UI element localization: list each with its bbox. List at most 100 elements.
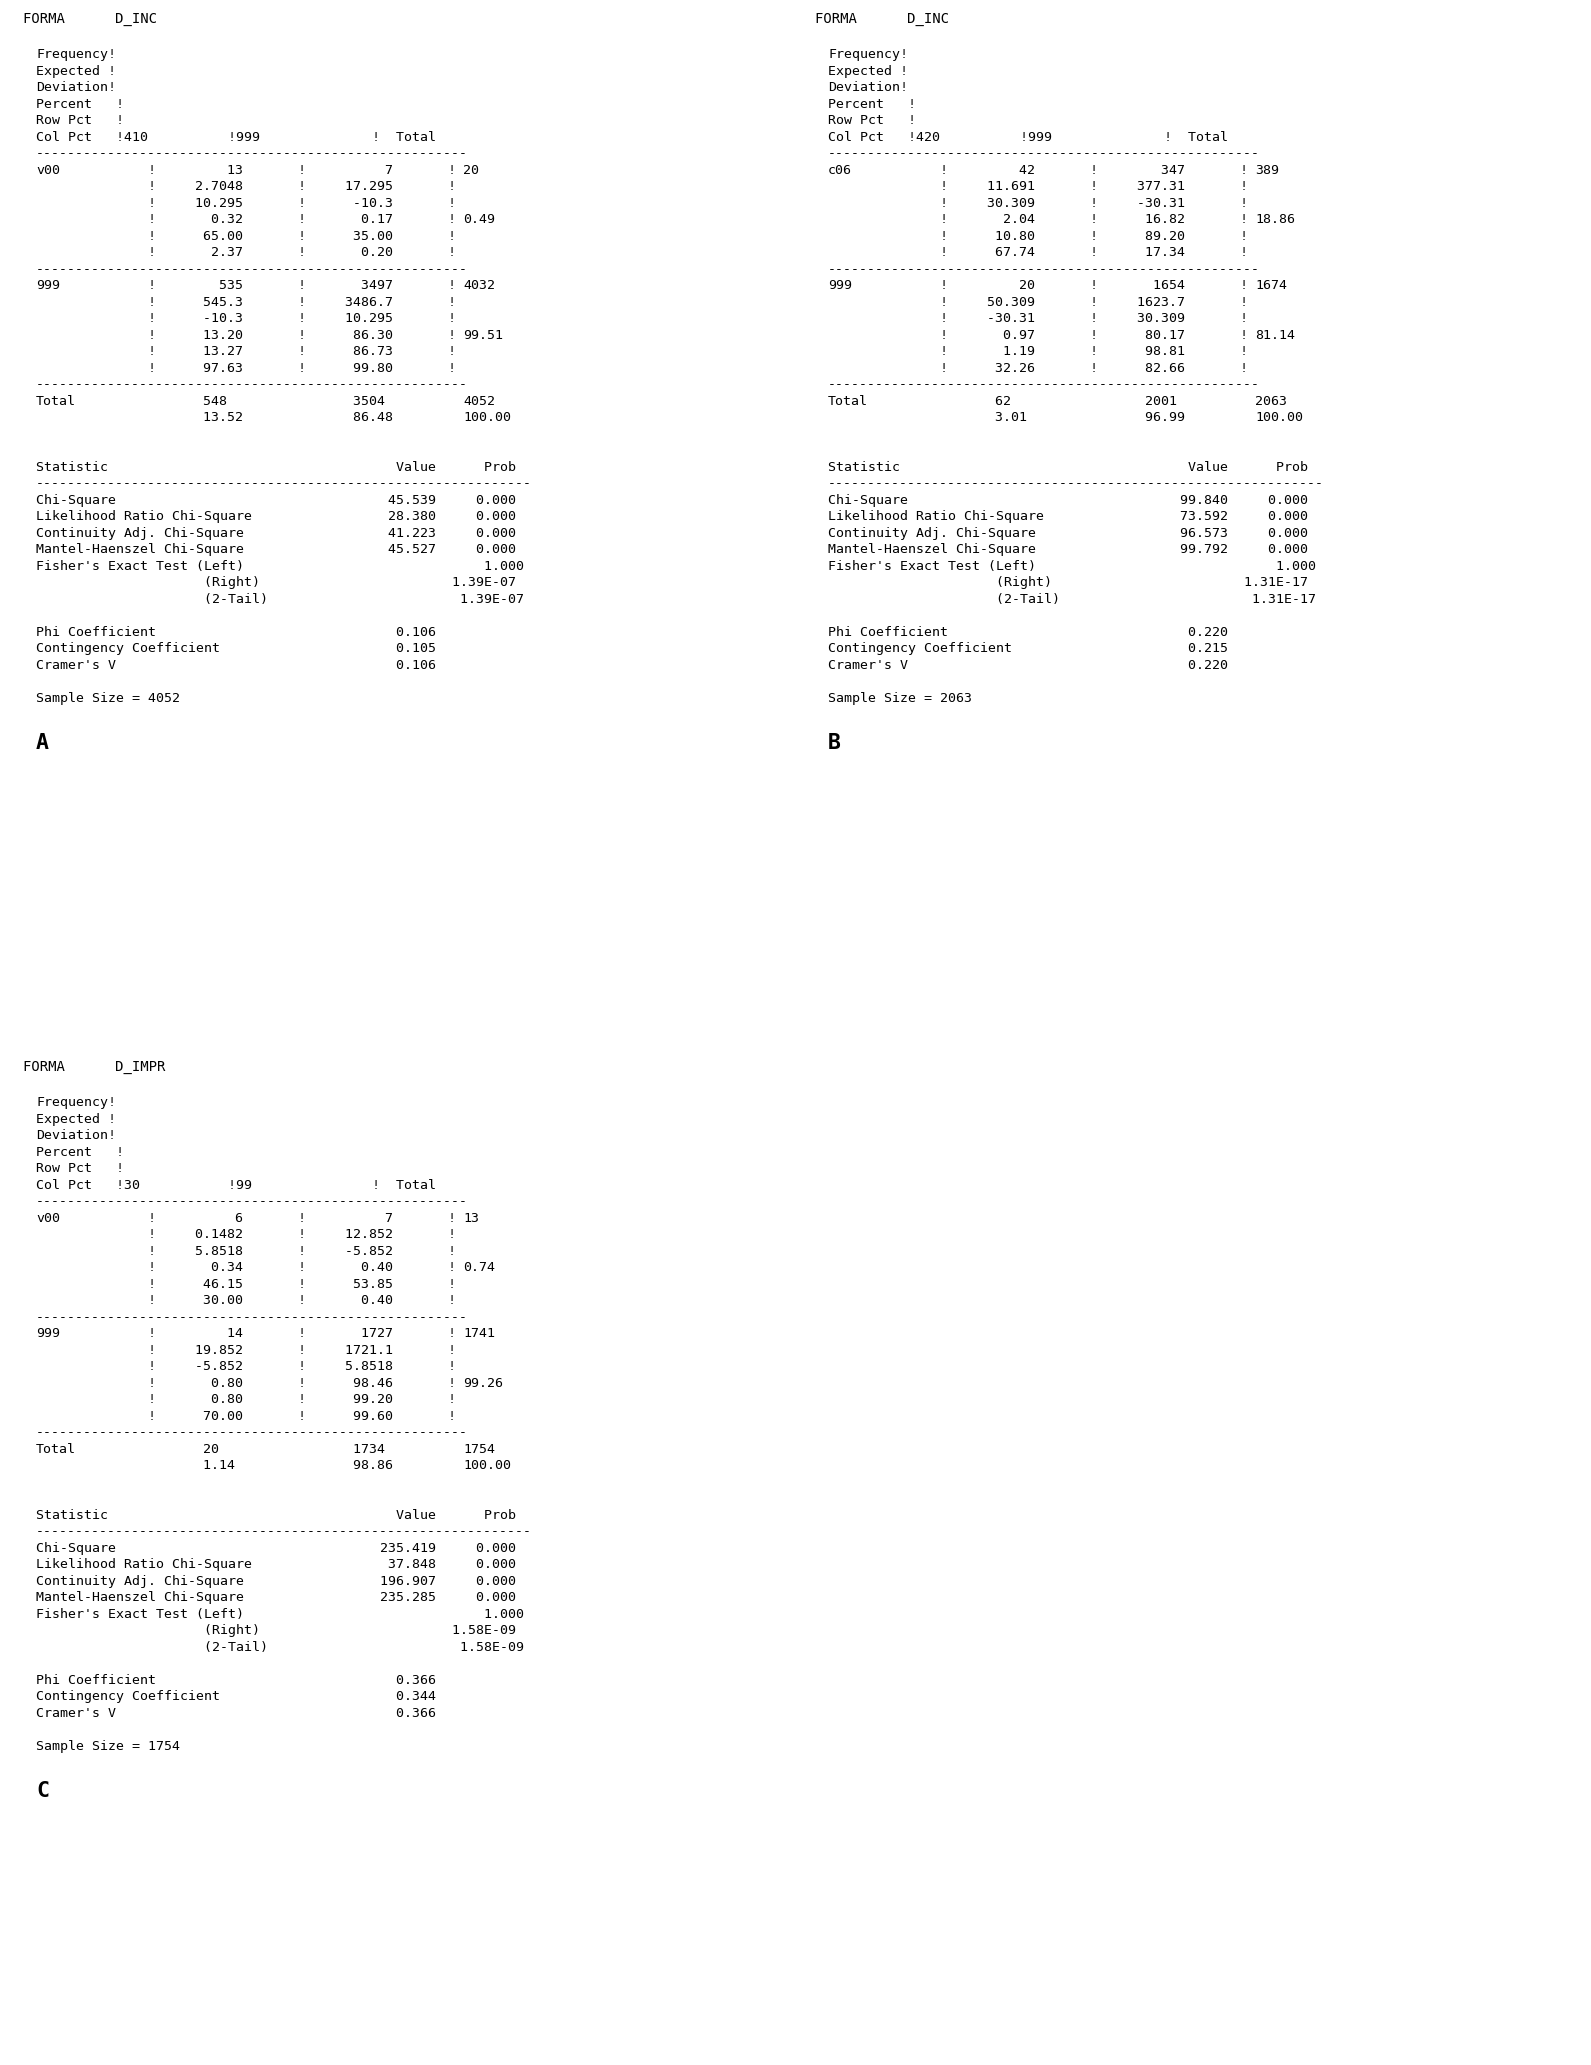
Text: 100.00: 100.00 xyxy=(1255,411,1303,423)
Text: !: ! xyxy=(449,1344,457,1357)
Text: ------------------------------------------------------: ----------------------------------------… xyxy=(827,147,1260,161)
Text: !: ! xyxy=(298,246,305,260)
Text: ------------------------------------------------------: ----------------------------------------… xyxy=(37,1427,468,1439)
Text: 30.00: 30.00 xyxy=(162,1295,243,1307)
Text: ------------------------------------------------------: ----------------------------------------… xyxy=(827,262,1260,277)
Text: !: ! xyxy=(940,229,948,244)
Text: Fisher's Exact Test (Left)                              1.000: Fisher's Exact Test (Left) 1.000 xyxy=(37,560,523,572)
Text: 46.15: 46.15 xyxy=(162,1278,243,1291)
Text: ------------------------------------------------------: ----------------------------------------… xyxy=(37,262,468,277)
Text: !: ! xyxy=(298,229,305,244)
Text: Row Pct   !: Row Pct ! xyxy=(827,114,916,128)
Text: !: ! xyxy=(298,312,305,326)
Text: !: ! xyxy=(1239,328,1247,343)
Text: !: ! xyxy=(298,1278,305,1291)
Text: !: ! xyxy=(1239,246,1247,260)
Text: !: ! xyxy=(148,312,156,326)
Text: 2.7048: 2.7048 xyxy=(162,180,243,194)
Text: !: ! xyxy=(1239,312,1247,326)
Text: Total: Total xyxy=(37,1443,76,1456)
Text: Chi-Square                                  99.840     0.000: Chi-Square 99.840 0.000 xyxy=(827,494,1308,506)
Text: 0.1482: 0.1482 xyxy=(162,1229,243,1241)
Text: !: ! xyxy=(298,196,305,211)
Text: !: ! xyxy=(940,361,948,376)
Text: 0.32: 0.32 xyxy=(162,213,243,227)
Text: !: ! xyxy=(148,1245,156,1258)
Text: Percent   !: Percent ! xyxy=(37,97,124,112)
Text: !: ! xyxy=(1239,180,1247,194)
Text: !: ! xyxy=(449,1377,457,1390)
Text: 13.52: 13.52 xyxy=(162,411,243,423)
Text: Likelihood Ratio Chi-Square                 73.592     0.000: Likelihood Ratio Chi-Square 73.592 0.000 xyxy=(827,510,1308,522)
Text: 89.20: 89.20 xyxy=(1106,229,1185,244)
Text: !: ! xyxy=(940,312,948,326)
Text: !: ! xyxy=(148,1278,156,1291)
Text: !: ! xyxy=(940,328,948,343)
Text: ------------------------------------------------------: ----------------------------------------… xyxy=(37,147,468,161)
Text: 999: 999 xyxy=(827,279,853,293)
Text: Fisher's Exact Test (Left)                              1.000: Fisher's Exact Test (Left) 1.000 xyxy=(37,1609,523,1621)
Text: !: ! xyxy=(449,180,457,194)
Text: !: ! xyxy=(298,1245,305,1258)
Text: 3486.7: 3486.7 xyxy=(313,295,393,310)
Text: !: ! xyxy=(1090,229,1098,244)
Text: 99.26: 99.26 xyxy=(463,1377,503,1390)
Text: 86.73: 86.73 xyxy=(313,345,393,359)
Text: !: ! xyxy=(298,1229,305,1241)
Text: B: B xyxy=(827,733,842,754)
Text: !: ! xyxy=(940,295,948,310)
Text: 80.17: 80.17 xyxy=(1106,328,1185,343)
Text: 1721.1: 1721.1 xyxy=(313,1344,393,1357)
Text: 20: 20 xyxy=(955,279,1036,293)
Text: Cramer's V                                   0.366: Cramer's V 0.366 xyxy=(37,1708,436,1720)
Text: 18.86: 18.86 xyxy=(1255,213,1295,227)
Text: 1734: 1734 xyxy=(313,1443,385,1456)
Text: !: ! xyxy=(148,1328,156,1340)
Text: !: ! xyxy=(148,246,156,260)
Text: !: ! xyxy=(298,213,305,227)
Text: 81.14: 81.14 xyxy=(1255,328,1295,343)
Text: Mantel-Haenszel Chi-Square                  45.527     0.000: Mantel-Haenszel Chi-Square 45.527 0.000 xyxy=(37,543,515,555)
Text: !: ! xyxy=(940,196,948,211)
Text: Expected !: Expected ! xyxy=(827,64,908,78)
Text: (2-Tail)                        1.58E-09: (2-Tail) 1.58E-09 xyxy=(37,1642,523,1654)
Text: 35.00: 35.00 xyxy=(313,229,393,244)
Text: (Right)                        1.39E-07: (Right) 1.39E-07 xyxy=(37,576,515,589)
Text: Frequency!: Frequency! xyxy=(37,47,116,62)
Text: Col Pct   !30           !99               !  Total: Col Pct !30 !99 ! Total xyxy=(37,1179,436,1192)
Text: !: ! xyxy=(298,1212,305,1225)
Text: Deviation!: Deviation! xyxy=(37,81,116,95)
Text: Continuity Adj. Chi-Square                  41.223     0.000: Continuity Adj. Chi-Square 41.223 0.000 xyxy=(37,527,515,539)
Text: 98.81: 98.81 xyxy=(1106,345,1185,359)
Text: !: ! xyxy=(449,1410,457,1423)
Text: 2.04: 2.04 xyxy=(955,213,1036,227)
Text: Frequency!: Frequency! xyxy=(37,1097,116,1109)
Text: Mantel-Haenszel Chi-Square                 235.285     0.000: Mantel-Haenszel Chi-Square 235.285 0.000 xyxy=(37,1592,515,1605)
Text: ------------------------------------------------------: ----------------------------------------… xyxy=(37,1196,468,1208)
Text: 3.01: 3.01 xyxy=(955,411,1028,423)
Text: 4032: 4032 xyxy=(463,279,495,293)
Text: !: ! xyxy=(1090,295,1098,310)
Text: !: ! xyxy=(1090,361,1098,376)
Text: 0.74: 0.74 xyxy=(463,1262,495,1274)
Text: ------------------------------------------------------: ----------------------------------------… xyxy=(37,1311,468,1324)
Text: 548: 548 xyxy=(162,394,228,407)
Text: !: ! xyxy=(298,328,305,343)
Text: !: ! xyxy=(1090,312,1098,326)
Text: Deviation!: Deviation! xyxy=(827,81,908,95)
Text: 2.37: 2.37 xyxy=(162,246,243,260)
Text: 0.40: 0.40 xyxy=(313,1262,393,1274)
Text: !: ! xyxy=(298,295,305,310)
Text: !: ! xyxy=(148,1410,156,1423)
Text: !: ! xyxy=(298,345,305,359)
Text: 999: 999 xyxy=(37,1328,60,1340)
Text: !: ! xyxy=(1239,295,1247,310)
Text: --------------------------------------------------------------: ----------------------------------------… xyxy=(827,477,1324,489)
Text: Col Pct   !420          !999              !  Total: Col Pct !420 !999 ! Total xyxy=(827,130,1228,145)
Text: Percent   !: Percent ! xyxy=(827,97,916,112)
Text: 1727: 1727 xyxy=(313,1328,393,1340)
Text: 389: 389 xyxy=(1255,163,1279,178)
Text: 0.49: 0.49 xyxy=(463,213,495,227)
Text: Frequency!: Frequency! xyxy=(827,47,908,62)
Text: 0.97: 0.97 xyxy=(955,328,1036,343)
